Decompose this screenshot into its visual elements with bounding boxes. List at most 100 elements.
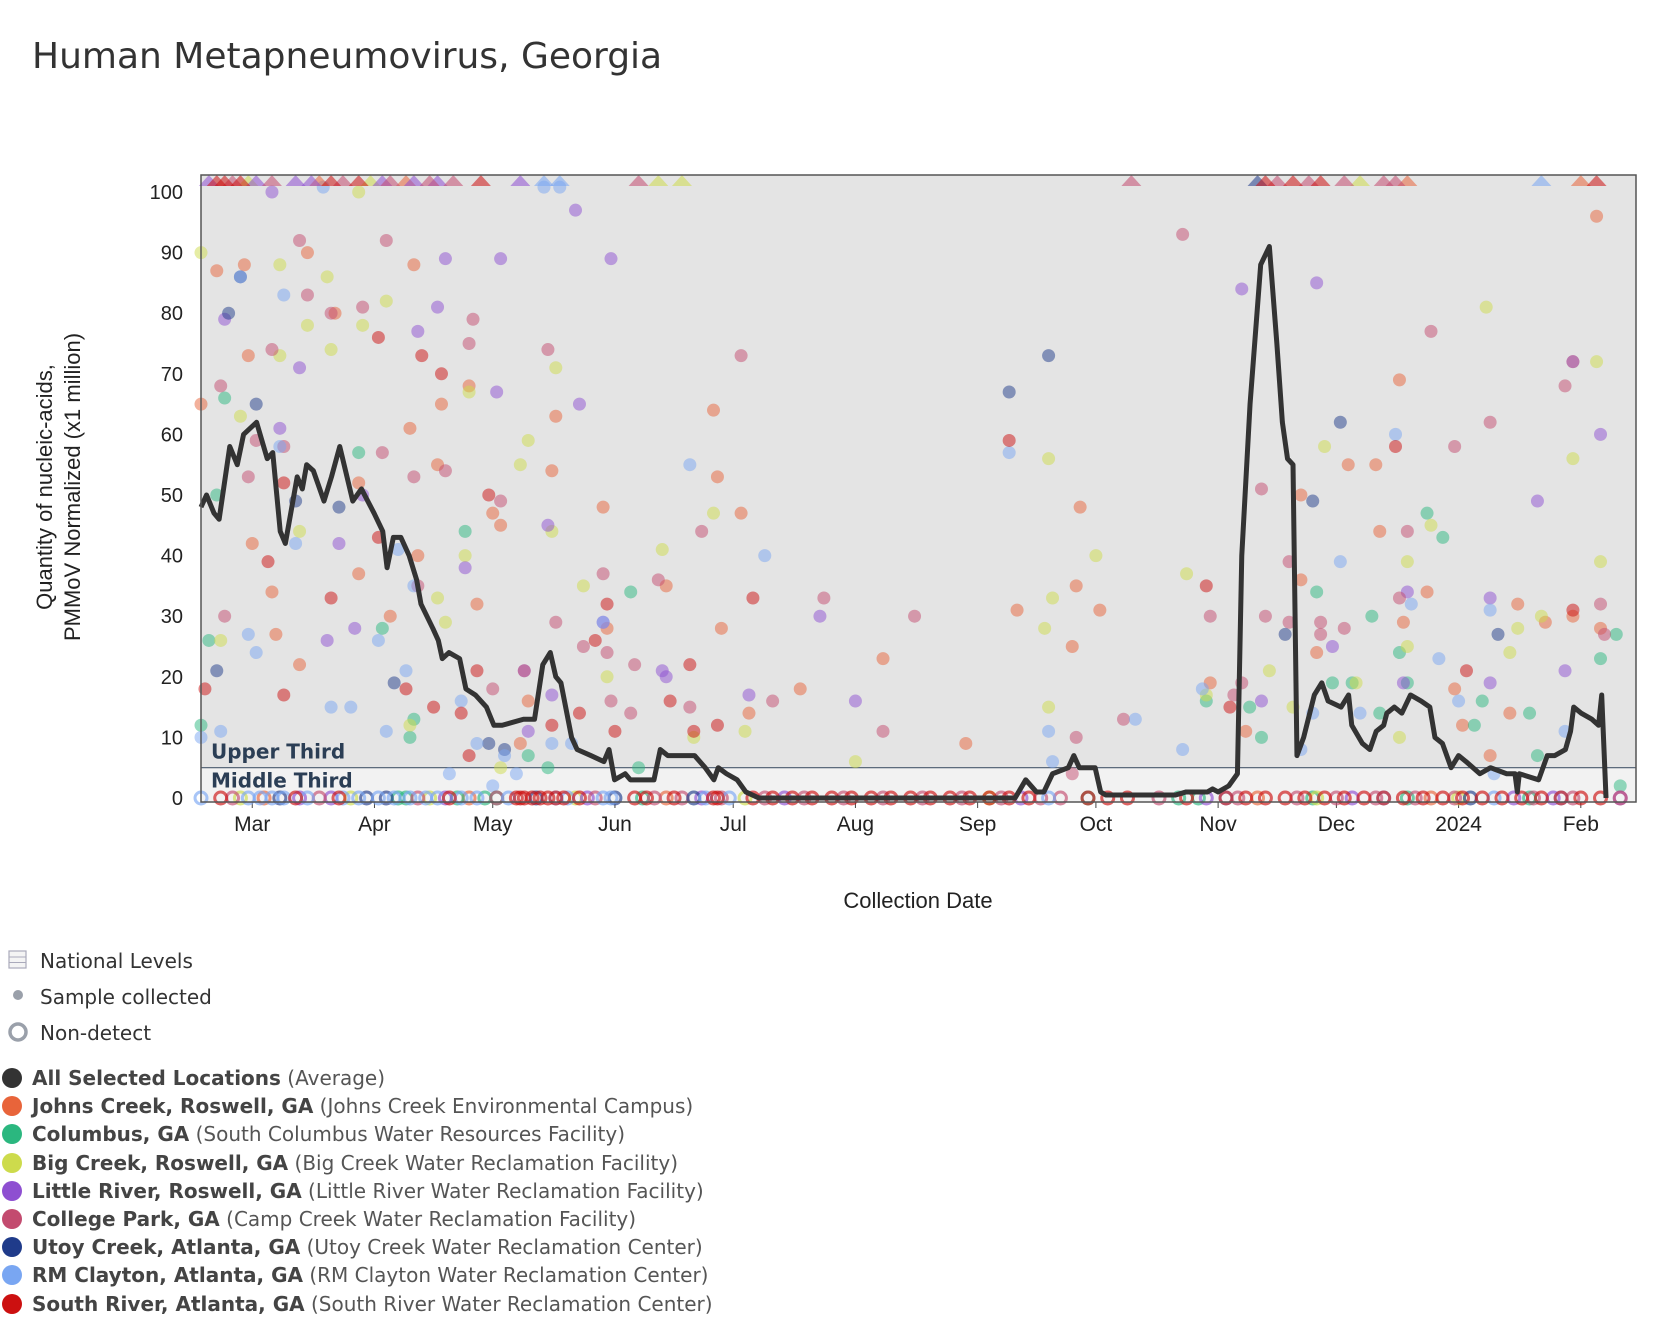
sample-point (632, 761, 646, 775)
sample-point (1042, 700, 1056, 714)
sample-point (1199, 579, 1213, 593)
non-detect-point (603, 790, 619, 806)
above-range-marker (510, 175, 531, 186)
sample-point (1432, 652, 1446, 666)
non-detect-point (1336, 790, 1352, 806)
average-line (198, 244, 1609, 801)
sample-point (545, 718, 559, 732)
y-tick-label: 70 (161, 364, 183, 386)
sample-point (470, 664, 484, 678)
sample-point (1038, 621, 1052, 635)
sample-point (1530, 749, 1544, 763)
sample-point (1333, 415, 1347, 429)
sample-point (1314, 615, 1328, 629)
sample-point (572, 706, 586, 720)
sample-point (1046, 755, 1060, 769)
sample-point (604, 694, 618, 708)
sample-point (332, 536, 346, 550)
sample-point (1594, 597, 1608, 611)
sample-point (848, 755, 862, 769)
non-detect-point (1376, 790, 1392, 806)
sample-point (407, 470, 421, 484)
legend-series-name: Little River, Roswell, GA (32, 1178, 302, 1203)
y-axis-title-line: Quantity of nucleic-acids, (32, 364, 57, 610)
sample-point (1065, 640, 1079, 653)
sample-point (1491, 627, 1505, 641)
non-detect-point (410, 790, 426, 806)
non-detect-point (370, 790, 386, 806)
non-detect-point (1151, 790, 1167, 806)
sample-point (734, 349, 748, 363)
series-color-dot-icon (2, 1068, 22, 1088)
sample-point (399, 682, 413, 696)
y-tick-label: 10 (161, 727, 183, 749)
sample-point (655, 543, 669, 557)
legend-series-label: Utoy Creek, Atlanta, GA (Utoy Creek Wate… (32, 1233, 703, 1261)
sample-point (1065, 767, 1079, 781)
sample-point (241, 349, 255, 363)
sample-point (277, 476, 291, 490)
above-range-marker (470, 175, 491, 186)
above-range-marker (671, 175, 692, 186)
x-tick-label: Jul (720, 813, 747, 836)
non-detect-point (1218, 790, 1234, 806)
non-detect-point (646, 790, 662, 806)
legend-series-name: Johns Creek, Roswell, GA (32, 1094, 314, 1119)
sample-point (1046, 591, 1060, 605)
sample-point (403, 730, 417, 744)
sample-point (300, 288, 314, 302)
sample-point (249, 397, 263, 411)
sample-point (1369, 458, 1383, 472)
sample-point (659, 670, 673, 684)
sample-point (600, 597, 614, 611)
sample-point (462, 749, 476, 763)
sample-point (1389, 440, 1403, 454)
sample-point (1483, 591, 1497, 605)
sample-point (1373, 524, 1387, 538)
sample-point (1448, 682, 1462, 696)
sample-point (908, 609, 922, 623)
legend-sample-collected-label: Sample collected (40, 985, 212, 1009)
sample-point (403, 421, 417, 435)
y-tick-label: 100 (150, 182, 183, 204)
sample-point (214, 724, 228, 738)
sample-point (245, 536, 259, 550)
sample-point (293, 524, 307, 538)
sample-point (431, 300, 445, 314)
non-detect-point (351, 790, 367, 806)
above-range-marker (380, 175, 401, 186)
non-detect-point (1080, 790, 1096, 806)
sample-point (1337, 621, 1351, 635)
sample-point (442, 767, 456, 781)
legend-series-name: Big Creek, Roswell, GA (32, 1150, 289, 1175)
sample-point (628, 658, 642, 672)
plot-background (201, 175, 1636, 802)
sample-point (1400, 524, 1414, 538)
sample-point (1239, 724, 1253, 738)
non-detect-point (1573, 790, 1589, 806)
sample-point (1306, 494, 1320, 508)
sample-point (1613, 779, 1627, 793)
sample-point (521, 749, 535, 763)
non-detect-point (1474, 790, 1490, 806)
sample-point (214, 633, 228, 647)
non-detect-point (1277, 790, 1293, 806)
sample-point (1235, 282, 1249, 296)
legend-series-facility: (Big Creek Water Reclamation Facility) (288, 1150, 679, 1175)
sample-point (1566, 355, 1580, 369)
above-range-marker (1283, 175, 1304, 186)
sample-point (411, 549, 425, 563)
series-color-dot-icon (2, 1124, 22, 1145)
sample-point (1452, 694, 1466, 708)
sample-point (391, 543, 405, 557)
non-detect-point (709, 790, 725, 806)
sample-point (1534, 609, 1548, 623)
sample-point (1325, 640, 1339, 653)
above-range-marker (549, 175, 570, 186)
sample-point (1314, 627, 1328, 641)
sample-point (517, 664, 531, 678)
sample-point (438, 615, 452, 629)
sample-point (1243, 700, 1257, 714)
chart-title: Human Metapneumovirus, Georgia (32, 36, 663, 77)
legend-series-facility: (South River Water Reclamation Center) (304, 1291, 713, 1316)
